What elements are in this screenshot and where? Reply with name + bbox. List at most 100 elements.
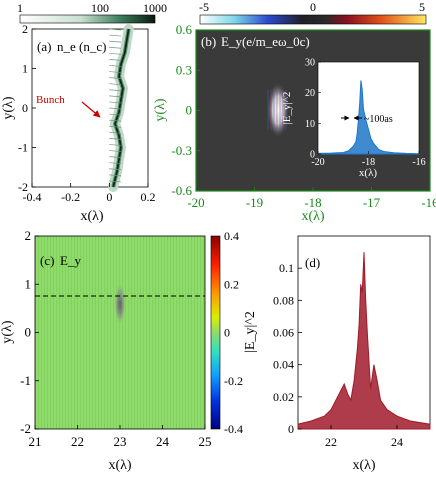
panel-c-cbar-tick-label-3: -0.2: [224, 374, 243, 388]
ticksB-ytick-label-1: -0.3: [171, 143, 192, 158]
panel-a-bunch-arrow: [81, 101, 101, 118]
panel-a-stria-17: [109, 131, 122, 134]
ticksB-xtick-label-4: -16: [421, 195, 436, 210]
panel-b-ylabel: y(λ): [153, 98, 168, 121]
inset-ytick-label-2: 20: [305, 88, 315, 99]
panel-a-stria-16: [109, 125, 122, 128]
panel-d: (d) 22 24 0 0.02 0.04 0.06 0.08 0.1 x(λ) |E_y|^…: [243, 235, 431, 473]
panel-c-plot-area: [34, 235, 206, 430]
ticksB-xtick-label-0: -20: [187, 195, 204, 210]
ticksC-xtick-label-1: 22: [71, 434, 84, 449]
panel-a-stria-15: [109, 119, 122, 122]
ticksA-xtick-label-0: -0.4: [23, 190, 42, 204]
ticksD-ytick-label-4: 0.08: [273, 293, 294, 307]
panel-a-stria-6: [109, 65, 122, 67]
ticksA-ytick-label-1: -1: [18, 141, 28, 155]
panel-d-ticks: 22 24 0 0.02 0.04 0.06 0.08 0.1: [273, 261, 403, 449]
inset-xlabel: x(λ): [359, 167, 377, 179]
ticksC-ytick-label-2: 0: [25, 325, 32, 340]
panel-a-stria-13: [109, 107, 122, 110]
ticksB-ytick-label-0: -0.6: [171, 183, 192, 198]
panel-d-intensity-curve: [297, 252, 431, 430]
inset-xtick-label-2: -16: [412, 157, 425, 168]
ticksB-ytick-label-2: 0: [186, 103, 193, 118]
panel-b-cbar-tick-1: 0: [310, 0, 316, 14]
ticksA-ytick-label-4: 2: [22, 22, 28, 36]
panel-a-stria-25: [109, 180, 122, 183]
panel-b-pulse: [267, 82, 289, 138]
ticksB-ytick-label-4: 0.6: [176, 22, 193, 37]
panel-a-stria-2: [109, 40, 122, 43]
panel-a-cbar-tick-2: 1000: [143, 1, 167, 15]
panel-d-ylabel: |E_y|^2: [243, 311, 258, 353]
panel-a: 1 100 1000 (a) n_e (n_c) Bunch -0.4 -0.2 0…: [1, 1, 167, 224]
ticksC-xtick-label-3: 24: [156, 434, 170, 449]
panel-a-density-filament: [108, 24, 134, 192]
panel-a-stria-4: [109, 52, 122, 55]
ticksD-ytick-label-2: 0.04: [273, 358, 294, 372]
panel-c-label: (c): [40, 253, 54, 268]
panel-c-colorbar-ticks: 0.4 0.2 0 -0.2 -0.4: [224, 229, 243, 436]
inset-ylabel: |E_y|^2: [281, 92, 293, 125]
ticksC-ytick-label-1: -1: [20, 373, 31, 388]
panel-a-filament-core: [112, 28, 130, 188]
panel-b-xlabel: x(λ): [301, 209, 324, 224]
panel-a-stria-14: [109, 113, 122, 116]
panel-c-ticks: 21 22 23 24 25 -2 -1 0 1 2: [20, 228, 211, 449]
panel-c-colorbar: [210, 235, 221, 430]
ticksA-ytick-label-2: 0: [22, 101, 28, 115]
panel-a-stria-24: [109, 174, 122, 177]
ticksA-ytick-label-3: 1: [22, 62, 28, 76]
panel-a-stria-20: [109, 150, 122, 152]
panel-a-stria-9: [109, 83, 122, 86]
ticksC-xtick-label-2: 23: [114, 434, 127, 449]
panel-a-title: n_e (n_c): [57, 39, 106, 54]
panel-c-ylabel: y(λ): [0, 320, 15, 343]
panel-b-label: (b): [201, 34, 216, 49]
panel-a-stria-10: [109, 89, 122, 92]
panel-a-stria-11: [109, 95, 122, 98]
panel-c-cbar-tick-label-0: 0.4: [224, 229, 239, 243]
panel-a-stria-5: [109, 59, 122, 61]
panel-c-cbar-tick-label-1: 0.2: [224, 277, 239, 291]
panel-c-title: E_y: [60, 253, 81, 268]
panel-c-pulse: [114, 282, 126, 326]
ticksD-ytick-label-0: 0: [288, 422, 294, 436]
panel-a-cbar-tick-0: 1: [17, 1, 23, 15]
panel-a-ticks: -0.4 -0.2 0 0.2 -2 -1 0 1 2: [18, 22, 156, 204]
panel-c: (c) E_y 0.4 0.2 0 -0.2 -0.4 21 22 23 24 25 -2 -1 0 1…: [0, 228, 243, 473]
panel-a-stria-3: [109, 46, 122, 49]
panel-a-xlabel: x(λ): [80, 209, 103, 224]
ticksC-xtick-label-0: 21: [29, 434, 42, 449]
ticksC-xtick-label-4: 25: [199, 434, 212, 449]
panel-c-cbar-tick-label-2: 0: [224, 326, 230, 340]
panel-a-stria-23: [109, 168, 122, 171]
panel-b: -5 0 5 (b) E_y(e/m_eω_0c) -20 -18 -16 0 10 20…: [153, 0, 436, 224]
ticksA-xtick-label-3: 0.2: [141, 190, 156, 204]
panel-a-bunch-annotation: Bunch: [36, 94, 65, 106]
inset-xtick-label-1: -18: [362, 157, 375, 168]
inset-ytick-label-1: 10: [305, 119, 315, 130]
panel-a-stria-8: [109, 77, 122, 79]
ticksB-xtick-label-1: -19: [246, 195, 263, 210]
inset-ticks: -20 -18 -16 0 10 20 30: [305, 58, 426, 169]
ticksA-xtick-label-2: 0: [106, 190, 112, 204]
panel-a-stria-0: [109, 28, 122, 31]
ticksD-xtick-label-0: 22: [325, 435, 337, 449]
ticksB-ytick-label-3: 0.3: [176, 62, 192, 77]
panel-c-cbar-tick-label-4: -0.4: [224, 422, 243, 436]
panel-a-stria-12: [109, 101, 122, 104]
panel-c-xlabel: x(λ): [108, 458, 131, 473]
inset-ytick-label-0: 0: [310, 150, 315, 161]
panel-b-ticks: -20 -19 -18 -17 -16 -0.6 -0.3 0 0.3 0.6: [171, 22, 436, 210]
panel-a-label: (a): [37, 39, 51, 54]
panel-b-cbar-tick-0: -5: [199, 0, 209, 14]
panel-a-stria-7: [109, 71, 122, 73]
inset-fwhm-annotation: ~100as: [364, 114, 393, 125]
panel-a-stria-22: [109, 162, 122, 165]
panel-b-title: E_y(e/m_eω_0c): [221, 34, 310, 49]
ticksD-ytick-label-1: 0.02: [273, 390, 294, 404]
ticksB-xtick-label-3: -17: [363, 195, 381, 210]
ticksB-xtick-label-2: -18: [304, 195, 321, 210]
